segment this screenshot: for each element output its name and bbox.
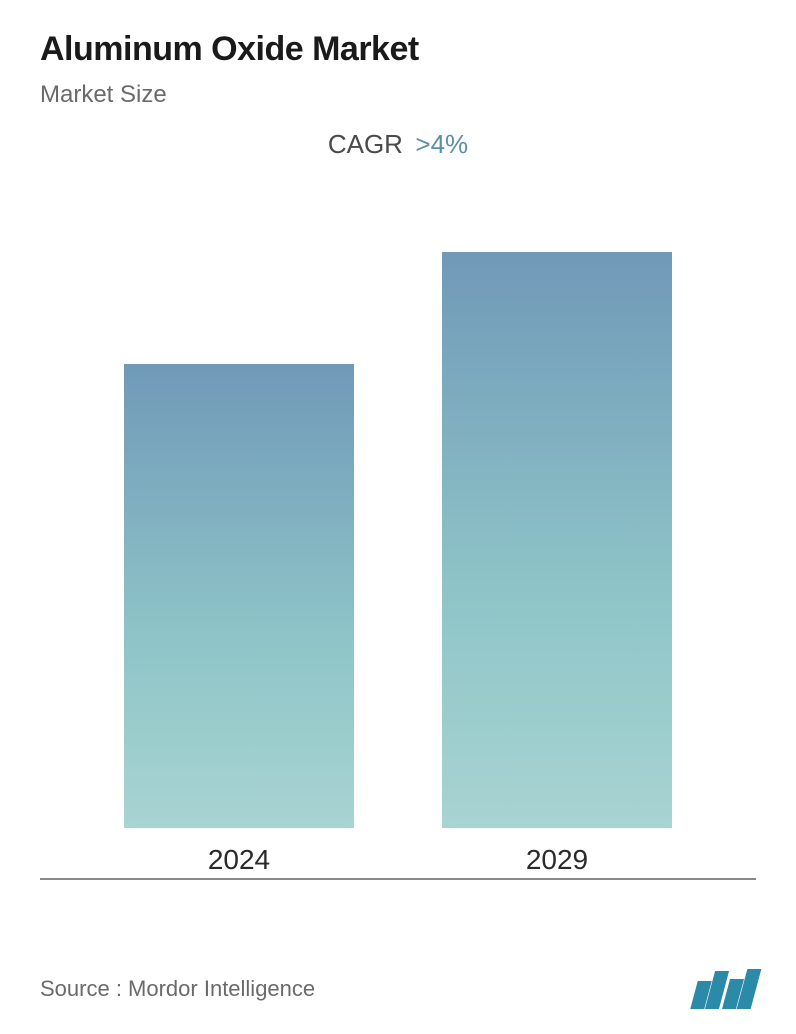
chart-title: Aluminum Oxide Market	[40, 30, 756, 69]
chart-area: 2024 2029	[40, 180, 756, 880]
bar	[124, 364, 354, 828]
cagr-label: CAGR	[328, 129, 403, 159]
footer: Source : Mordor Intelligence	[40, 969, 756, 1009]
bar-group: 2029	[437, 252, 677, 828]
bar-label: 2024	[119, 844, 359, 876]
bar-label: 2029	[437, 844, 677, 876]
bar	[442, 252, 672, 828]
source-text: Source : Mordor Intelligence	[40, 976, 315, 1002]
bar-group: 2024	[119, 364, 359, 828]
mordor-logo-icon	[694, 969, 756, 1009]
chart-subtitle: Market Size	[40, 81, 756, 109]
cagr-container: CAGR >4%	[40, 129, 756, 160]
cagr-value: >4%	[415, 129, 468, 159]
